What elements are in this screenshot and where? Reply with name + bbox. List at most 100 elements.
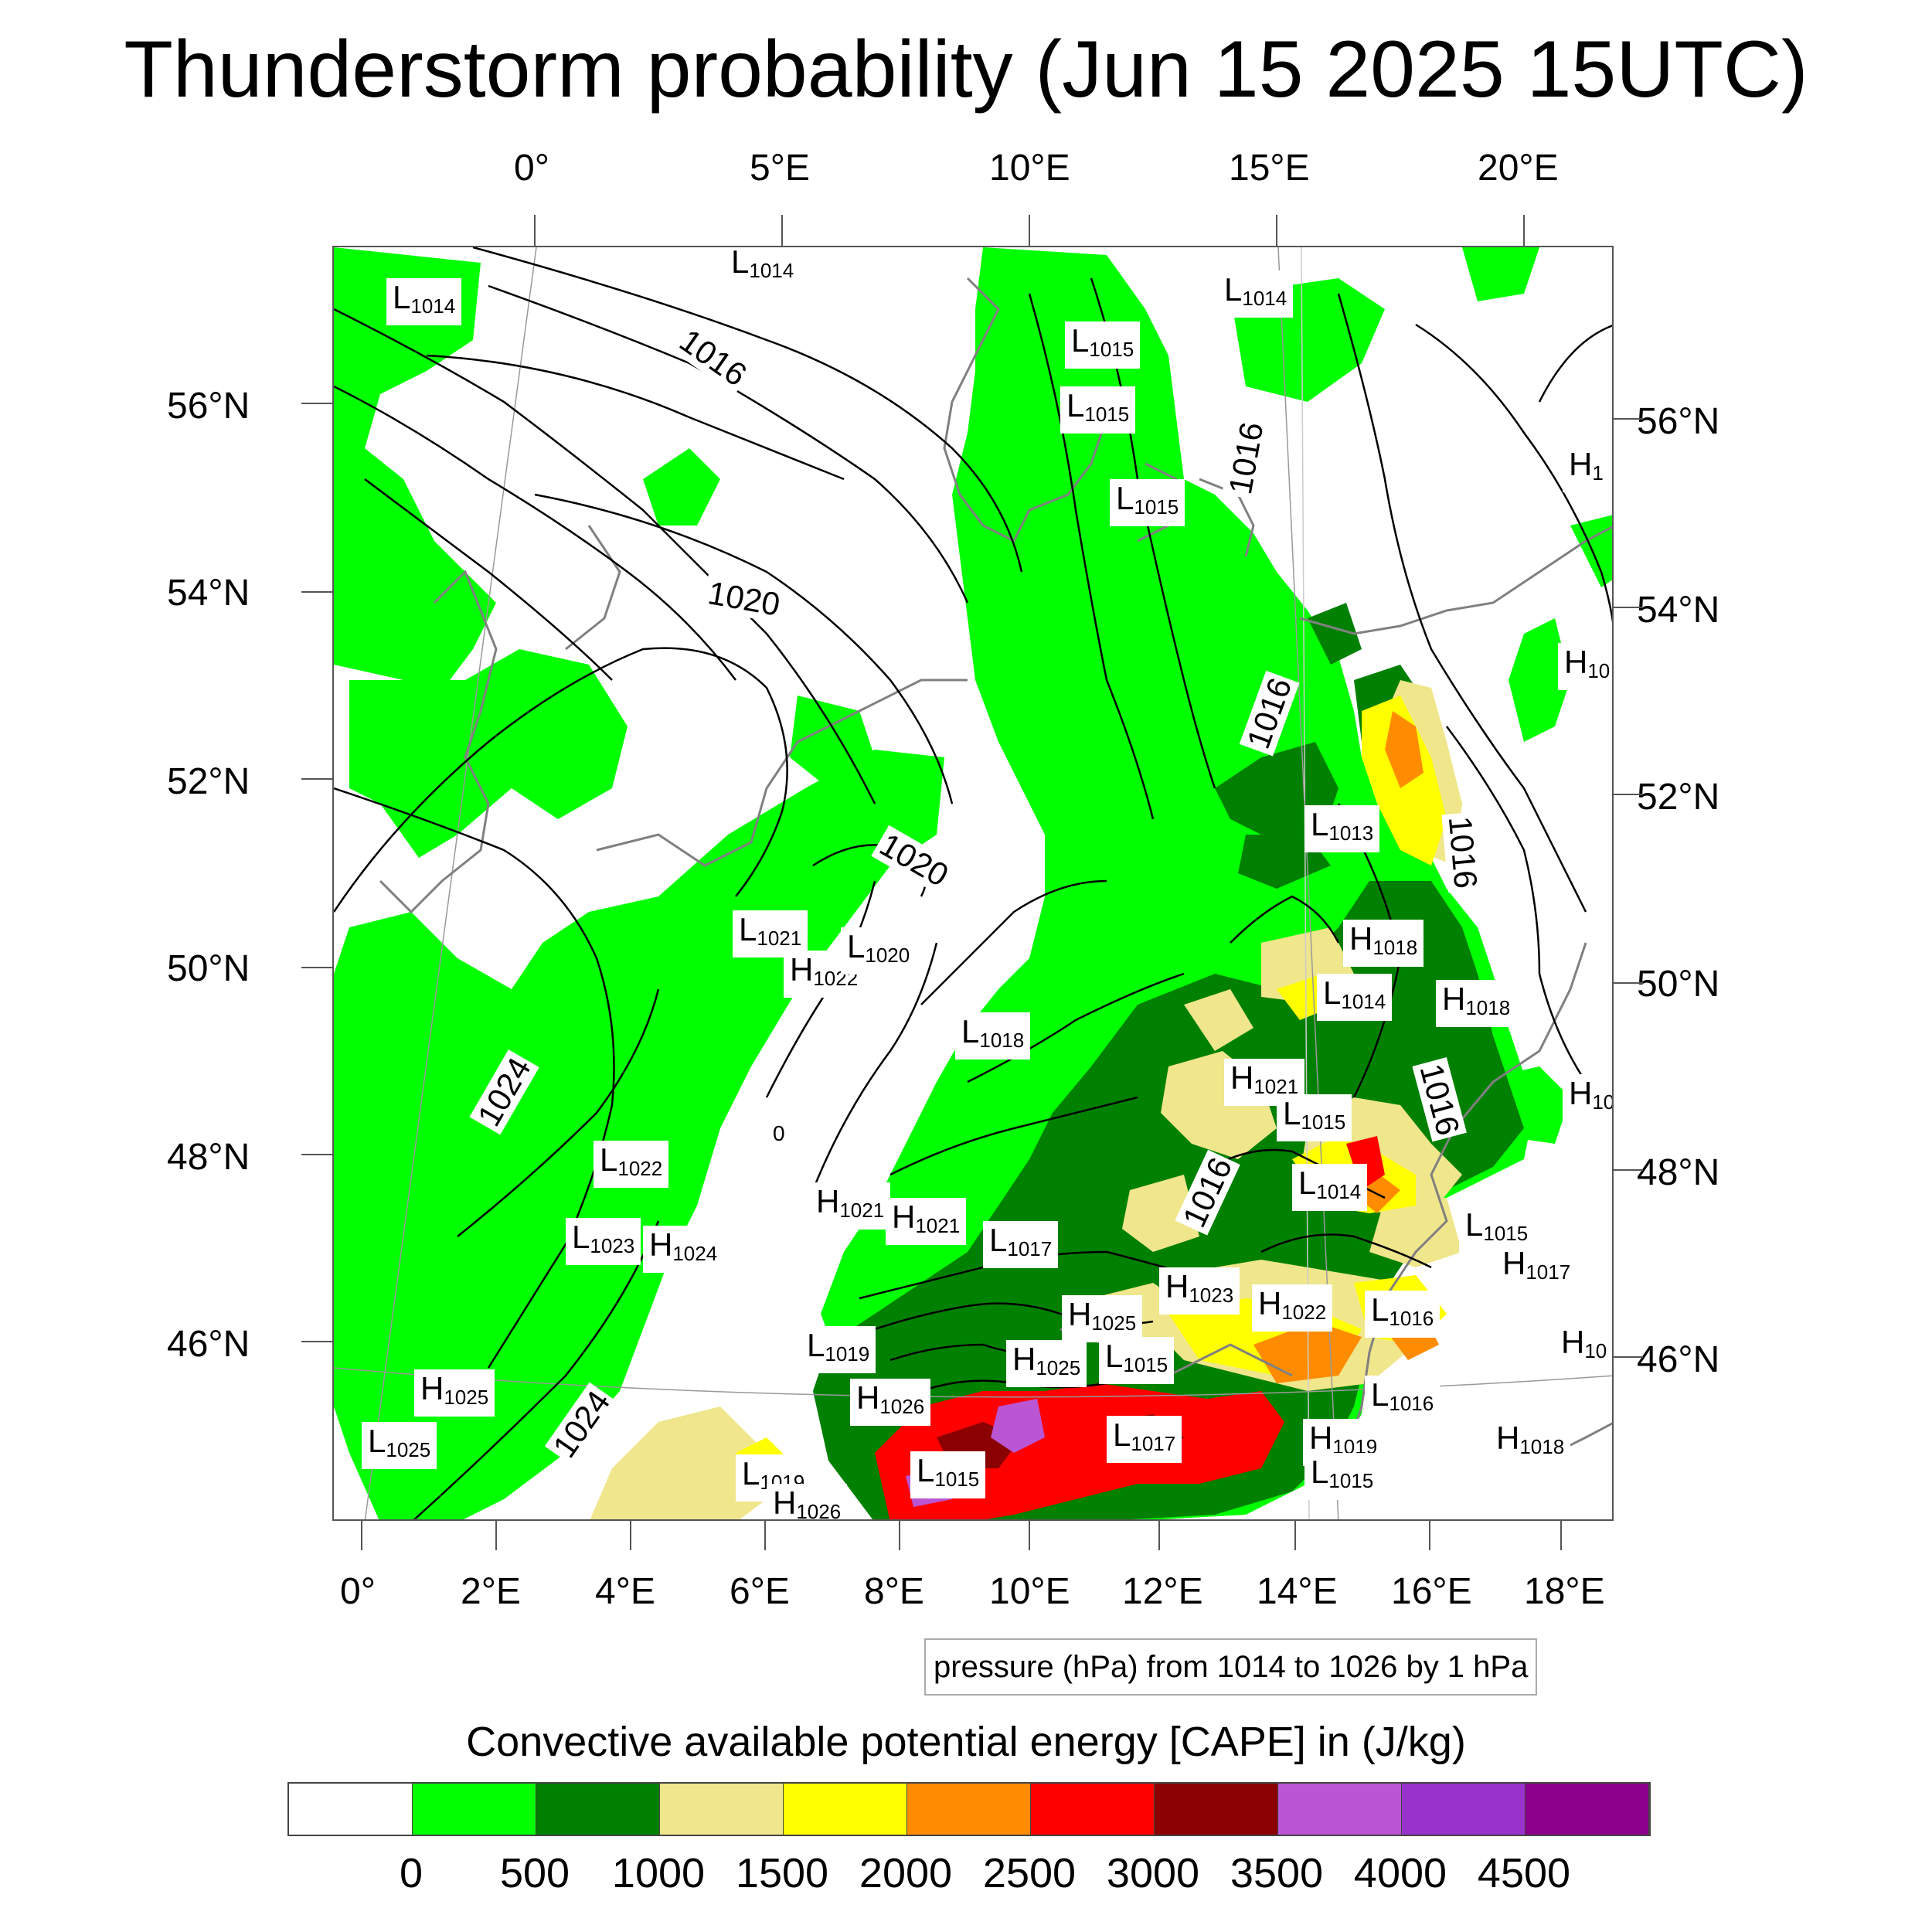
left-lat-label: 48°N bbox=[167, 1137, 250, 1178]
pressure-center-label: L1015 bbox=[1099, 1337, 1175, 1384]
pressure-center-label: H1022 bbox=[1252, 1284, 1333, 1332]
bottom-lon-label: 12°E bbox=[1122, 1571, 1203, 1612]
pressure-center-label: L1015 bbox=[910, 1451, 986, 1498]
colorbar-swatch bbox=[536, 1784, 660, 1835]
pressure-center-label: H1025 bbox=[414, 1369, 495, 1417]
pressure-center-label: L1017 bbox=[1107, 1416, 1182, 1463]
pressure-center-label: H1018 bbox=[1490, 1419, 1571, 1466]
pressure-center-label: H1026 bbox=[767, 1484, 848, 1519]
pressure-center-label: L1015 bbox=[1110, 479, 1185, 526]
pressure-center-label: H1026 bbox=[850, 1379, 931, 1426]
coastlines bbox=[379, 277, 1612, 1454]
pressure-center-label: L1018 bbox=[955, 1012, 1031, 1060]
bottom-lon-label: 10°E bbox=[989, 1571, 1070, 1612]
pressure-center-label: L1014 bbox=[1317, 974, 1393, 1021]
pressure-center-label: L1014 bbox=[1218, 270, 1294, 318]
bottom-lon-label: 8°E bbox=[864, 1571, 924, 1612]
right-lat-label: 56°N bbox=[1637, 401, 1720, 442]
colorbar-label: 2500 bbox=[982, 1850, 1077, 1896]
pressure-center-label: H1017 bbox=[1496, 1244, 1577, 1291]
left-lat-label: 46°N bbox=[167, 1324, 250, 1365]
left-lat-label: 54°N bbox=[167, 573, 250, 614]
top-lon-label: 10°E bbox=[989, 148, 1070, 189]
left-lat-label: 52°N bbox=[167, 761, 250, 802]
pressure-center-label: H1018 bbox=[1436, 980, 1517, 1027]
pressure-center-label: H1025 bbox=[1006, 1340, 1087, 1387]
pressure-center-label: L1022 bbox=[594, 1141, 669, 1188]
top-lon-label: 0° bbox=[514, 148, 549, 189]
bottom-lon-label: 18°E bbox=[1524, 1571, 1605, 1612]
right-lat-label: 46°N bbox=[1637, 1339, 1720, 1380]
pressure-center-label: L1023 bbox=[566, 1218, 641, 1265]
colorbar-swatch bbox=[1155, 1784, 1278, 1835]
stray-contour-label: 0 bbox=[773, 1121, 785, 1145]
pressure-center-label: L1016 bbox=[1365, 1291, 1440, 1338]
colorbar-label: 2000 bbox=[859, 1850, 953, 1896]
contour-label: 1016 bbox=[1441, 811, 1485, 893]
colorbar-label: 3000 bbox=[1106, 1850, 1200, 1896]
right-lat-label: 54°N bbox=[1637, 590, 1720, 631]
colorbar-swatch bbox=[289, 1784, 413, 1835]
left-lat-label: 50°N bbox=[167, 948, 250, 989]
bottom-lon-label: 0° bbox=[340, 1571, 376, 1612]
right-lat-label: 48°N bbox=[1637, 1152, 1720, 1193]
pressure-center-label: L1015 bbox=[1277, 1094, 1352, 1141]
pressure-center-label: H1018 bbox=[1343, 920, 1424, 967]
right-lat-label: 50°N bbox=[1637, 964, 1720, 1005]
colorbar-label: 3500 bbox=[1230, 1850, 1324, 1896]
pressure-center-label: L1013 bbox=[1304, 805, 1380, 852]
bottom-lon-label: 16°E bbox=[1391, 1571, 1472, 1612]
pressure-center-label: H1 bbox=[1563, 445, 1610, 492]
pressure-center-label: H1021 bbox=[810, 1182, 891, 1230]
top-lon-label: 20°E bbox=[1478, 148, 1559, 189]
pressure-center-label: L1014 bbox=[386, 278, 462, 325]
top-lon-label: 15°E bbox=[1229, 148, 1310, 189]
pressure-center-label: H10 bbox=[1563, 1074, 1612, 1121]
colorbar-swatch bbox=[1526, 1784, 1649, 1835]
pressure-interval-note: pressure (hPa) from 1014 to 1026 by 1 hP… bbox=[924, 1638, 1538, 1696]
pressure-center-label: H1023 bbox=[1159, 1267, 1240, 1315]
map-title: Thunderstorm probability (Jun 15 2025 15… bbox=[124, 25, 1808, 114]
pressure-center-label: L1014 bbox=[1292, 1164, 1368, 1211]
bottom-lon-label: 6°E bbox=[730, 1571, 790, 1612]
colorbar-swatch bbox=[1031, 1784, 1155, 1835]
left-lat-label: 56°N bbox=[167, 386, 250, 427]
cape-colorbar bbox=[287, 1782, 1651, 1836]
pressure-center-label: L1020 bbox=[841, 927, 917, 975]
colorbar-swatch bbox=[660, 1784, 784, 1835]
pressure-center-label: L1015 bbox=[1304, 1453, 1380, 1500]
top-lon-label: 5°E bbox=[750, 148, 810, 189]
right-lat-label: 52°N bbox=[1637, 777, 1720, 818]
colorbar-swatch bbox=[784, 1784, 907, 1835]
colorbar-swatch bbox=[413, 1784, 536, 1835]
pressure-center-label: H1021 bbox=[1224, 1059, 1305, 1106]
pressure-center-label: L1017 bbox=[983, 1221, 1059, 1268]
colorbar-label: 1000 bbox=[611, 1850, 706, 1896]
pressure-center-label: H10 bbox=[1558, 643, 1612, 690]
pressure-center-label: H1024 bbox=[643, 1226, 724, 1273]
colorbar-swatch bbox=[1278, 1784, 1402, 1835]
bottom-lon-label: 14°E bbox=[1257, 1571, 1338, 1612]
pressure-center-label: L1015 bbox=[1060, 386, 1136, 434]
legend-title: Convective available potential energy [C… bbox=[466, 1719, 1466, 1765]
colorbar-label: 0 bbox=[399, 1850, 423, 1896]
pressure-center-label: L1016 bbox=[1365, 1376, 1440, 1423]
map-area: 1016 1020 1016 1020 1016 1024 1016 1016 … bbox=[332, 246, 1614, 1521]
pressure-center-label: H1025 bbox=[1062, 1295, 1143, 1342]
pressure-center-label: H10 bbox=[1555, 1323, 1612, 1370]
colorbar-swatch bbox=[907, 1784, 1031, 1835]
pressure-center-label: L1015 bbox=[1065, 321, 1141, 369]
colorbar-label: 1500 bbox=[735, 1850, 829, 1896]
colorbar-label: 500 bbox=[499, 1850, 570, 1896]
bottom-lon-label: 2°E bbox=[461, 1571, 521, 1612]
pressure-center-label: L1025 bbox=[362, 1422, 437, 1469]
colorbar-label: 4500 bbox=[1477, 1850, 1571, 1896]
pressure-center-label: L1019 bbox=[801, 1326, 876, 1373]
colorbar-swatch bbox=[1402, 1784, 1526, 1835]
colorbar-label: 4000 bbox=[1353, 1850, 1447, 1896]
pressure-center-label: L1021 bbox=[733, 910, 808, 957]
bottom-lon-label: 4°E bbox=[595, 1571, 655, 1612]
pressure-center-label: L1014 bbox=[725, 247, 801, 290]
pressure-center-label: H1021 bbox=[886, 1198, 967, 1245]
